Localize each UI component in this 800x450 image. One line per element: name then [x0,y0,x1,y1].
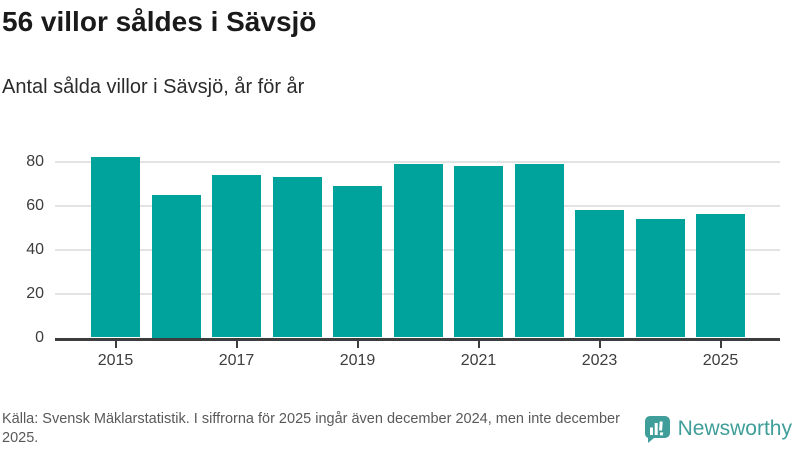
y-axis-tick-label: 80 [26,152,44,170]
x-axis-tick-label: 2021 [460,351,497,369]
x-axis-tick-2015 [114,340,117,348]
bar-2022 [514,163,564,338]
bar-2021 [454,165,503,338]
bar-chart-plot-area: 0 20 40 60 80 2015 2017 2019 2021 2023 2025 [0,130,800,380]
bar-2023 [575,209,624,338]
bar-2015 [91,157,140,338]
x-axis-tick-2021 [477,340,480,348]
bar-2019 [333,185,382,338]
chart-title: 56 villor såldes i Sävsjö [2,6,317,37]
x-axis-tick-label: 2023 [581,351,618,369]
x-axis-tick-2019 [356,340,359,348]
y-axis-tick-label: 60 [26,196,44,214]
bar-2016 [151,194,201,338]
bar-2017 [212,174,261,338]
x-axis-tick-2023 [598,340,601,348]
x-axis-line [55,337,780,341]
x-axis-tick-label: 2017 [218,351,255,369]
x-axis-tick-label: 2015 [97,351,134,369]
y-axis-tick-label: 20 [26,284,44,302]
newsworthy-wordmark: Newsworthy [677,417,792,440]
bar-2025 [696,214,745,338]
bar-2024 [635,218,685,338]
chart-subtitle: Antal sålda villor i Sävsjö, år för år [2,76,305,98]
source-note: Källa: Svensk Mäklarstatistik. I siffror… [2,411,620,446]
gridline-80 [55,160,780,163]
newsworthy-speech-bubble-barchart-icon [644,416,670,443]
newsworthy-logo: Newsworthy [644,415,792,443]
x-axis-tick-label: 2025 [702,351,739,369]
x-axis-tick-2017 [235,340,238,348]
y-axis-tick-label: 0 [35,328,44,346]
y-axis-tick-label: 40 [26,240,44,258]
bar-2018 [272,176,322,338]
bar-2020 [393,163,443,338]
x-axis-tick-2025 [719,340,722,348]
x-axis-tick-label: 2019 [339,351,376,369]
